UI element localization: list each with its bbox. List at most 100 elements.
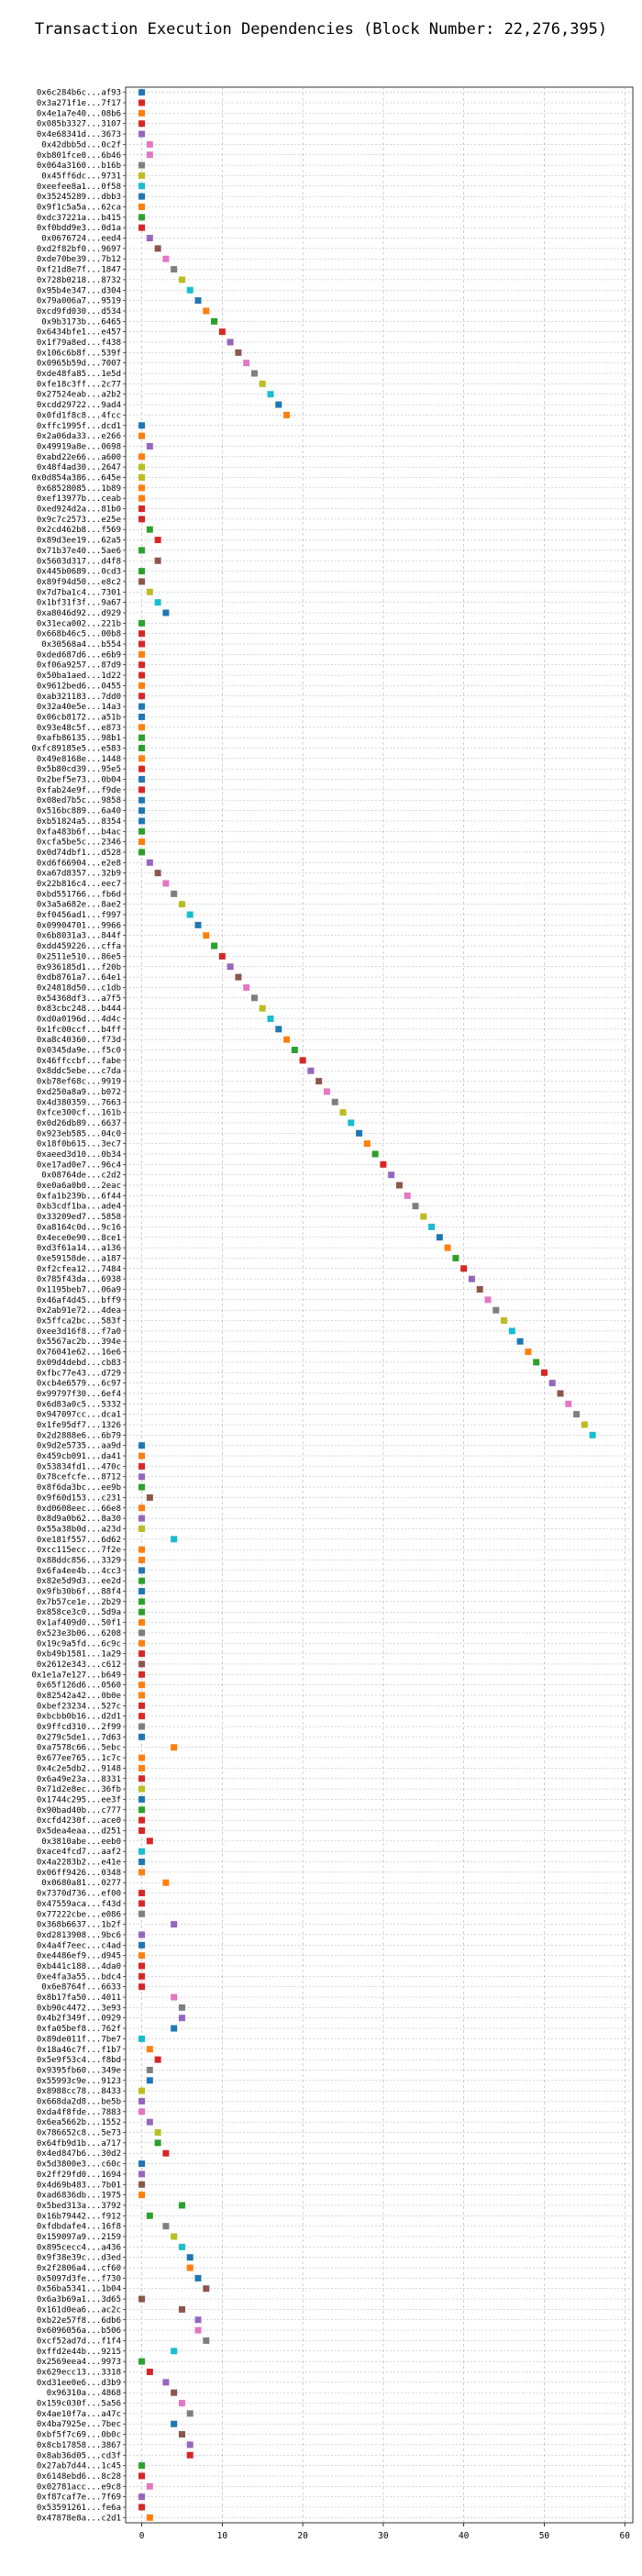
- y-tick-label: 0x6c284b6c...af93: [37, 89, 121, 98]
- y-tick-label: 0x8988cc78...8433: [37, 2087, 121, 2096]
- data-point: [138, 1671, 146, 1678]
- y-tick-label: 0xd31ee0e6...d3b9: [37, 2379, 121, 2388]
- plot-frame: [125, 86, 634, 2524]
- y-tick-label: 0x4e1a7e40...08b6: [37, 109, 121, 118]
- y-tick-label: 0xfce300cf...161b: [37, 1109, 121, 1118]
- y-tick-label: 0xcb4e6579...6c97: [37, 1380, 121, 1389]
- data-point: [138, 1764, 146, 1771]
- y-tick-label: 0x77222cbe...e086: [37, 1910, 121, 1919]
- y-tick-label: 0xe4fa3a55...bdc4: [37, 1972, 121, 1982]
- y-tick-label: 0xcdd29722...9ad4: [37, 401, 121, 410]
- data-point: [138, 578, 146, 585]
- y-tick-label: 0x71b37e40...5ae6: [37, 547, 121, 556]
- data-point: [146, 442, 153, 450]
- y-tick-label: 0xbd551766...fb6d: [37, 890, 121, 899]
- data-point: [154, 599, 161, 606]
- y-tick-label: 0x32a40e5e...14a3: [37, 703, 121, 712]
- y-tick-label: 0x96310a...4868: [47, 2389, 121, 2398]
- data-point: [138, 1900, 146, 1907]
- y-tick-label: 0x159c030f...5a56: [37, 2400, 121, 2409]
- data-point: [501, 1317, 508, 1325]
- data-point: [146, 1838, 153, 1845]
- y-tick-label: 0xffc1995f...dcd1: [37, 422, 121, 431]
- data-point: [138, 516, 146, 523]
- y-tick-label: 0xed924d2a...81b0: [37, 505, 121, 515]
- y-tick-label: 0x09904701...9966: [37, 921, 121, 930]
- data-point: [331, 1098, 338, 1105]
- y-tick-label: 0x936185d1...f20b: [37, 963, 121, 972]
- data-point: [138, 1795, 146, 1803]
- y-tick-label: 0x5603d317...d4f8: [37, 557, 121, 566]
- data-point: [138, 89, 146, 96]
- y-tick-label: 0xb441c188...4da0: [37, 1962, 121, 1971]
- data-point: [138, 2504, 146, 2511]
- y-tick-label: 0xb22e57f8...6db6: [37, 2316, 121, 2326]
- y-tick-label: 0x5dea4eaa...d251: [37, 1827, 121, 1836]
- y-tick-label: 0x08ed7b5c...9858: [37, 796, 121, 805]
- data-point: [267, 391, 274, 398]
- data-point: [138, 807, 146, 815]
- data-point: [323, 1088, 330, 1095]
- y-tick-label: 0x5567ac2b...394e: [37, 1338, 121, 1347]
- y-tick-label: 0xbef23234...527c: [37, 1702, 121, 1711]
- y-tick-label: 0xabd22e66...a600: [37, 453, 121, 462]
- y-tick-label: 0x161d0ea6...ac2c: [37, 2305, 121, 2315]
- data-point: [138, 453, 146, 461]
- data-point: [138, 1775, 146, 1782]
- y-tick-label: 0x89d3ee19...62a5: [37, 537, 121, 546]
- y-tick-label: 0x82542a42...0b0e: [37, 1692, 121, 1701]
- y-tick-label: 0x24818d50...c1db: [37, 983, 121, 993]
- y-tick-label: 0x76041e62...16e6: [37, 1349, 121, 1358]
- y-tick-label: 0x445b0689...0cd3: [37, 568, 121, 577]
- data-point: [203, 2285, 210, 2293]
- y-tick-label: 0x06cb8172...a51b: [37, 713, 121, 722]
- y-tick-label: 0xf2cfea12...7484: [37, 1265, 121, 1274]
- data-point: [186, 286, 194, 294]
- data-point: [138, 2035, 146, 2042]
- y-tick-label: 0x68528085...1b89: [37, 484, 121, 494]
- y-tick-label: 0x4ae10f7a...a47c: [37, 2410, 121, 2419]
- y-tick-label: 0x35245289...dbb3: [37, 193, 121, 202]
- y-tick-label: 0x5bed313a...3792: [37, 2202, 121, 2211]
- data-point: [138, 99, 146, 106]
- data-point: [154, 245, 161, 252]
- data-point: [250, 370, 258, 377]
- y-tick-label: 0x785f43da...6938: [37, 1275, 121, 1284]
- data-point: [138, 703, 146, 710]
- data-point: [275, 401, 282, 408]
- data-point: [138, 682, 146, 689]
- data-point: [162, 2149, 170, 2157]
- data-point: [283, 411, 291, 418]
- y-tick-label: 0xd6f66904...e2e8: [37, 859, 121, 868]
- data-point: [243, 983, 250, 991]
- data-point: [171, 2389, 178, 2396]
- data-point: [194, 921, 202, 928]
- y-tick-label: 0x46ffccbf...fabe: [37, 1057, 121, 1066]
- data-point: [138, 1577, 146, 1584]
- data-point: [146, 235, 153, 242]
- y-tick-label: 0x085b3327...3107: [37, 120, 121, 129]
- y-tick-label: 0x0fd1f8c8...4fcc: [37, 411, 121, 420]
- data-point: [138, 547, 146, 554]
- data-point: [138, 1733, 146, 1740]
- y-tick-label: 0x27ab7d44...1c45: [37, 2462, 121, 2471]
- y-tick-label: 0xcfd4230f...ace0: [37, 1816, 121, 1826]
- y-tick-label: 0x279c5de1...7d63: [37, 1733, 121, 1742]
- y-tick-label: 0x71d2e8ec...36fb: [37, 1785, 121, 1794]
- data-point: [178, 2305, 185, 2313]
- data-point: [178, 2243, 185, 2250]
- y-tick-label: 0xcc115ecc...7f2e: [37, 1546, 121, 1555]
- y-tick-label: 0x668da2d8...be5b: [37, 2097, 121, 2106]
- data-point: [138, 109, 146, 117]
- y-tick-label: 0x93e48c5f...e873: [37, 724, 121, 733]
- y-tick-label: 0x83cbc248...b444: [37, 1005, 121, 1014]
- y-tick-label: 0x668b46c5...00b8: [37, 630, 121, 639]
- y-tick-label: 0x4b2f349f...0929: [37, 2015, 121, 2024]
- y-tick-label: 0x2ab91e72...4dea: [37, 1306, 121, 1316]
- data-point: [146, 2482, 153, 2490]
- data-point: [138, 463, 146, 471]
- y-tick-label: 0xafb86135...98b1: [37, 734, 121, 743]
- data-point: [138, 650, 146, 658]
- y-tick-label: 0x18f0b615...3ec7: [37, 1140, 121, 1149]
- data-point: [138, 619, 146, 627]
